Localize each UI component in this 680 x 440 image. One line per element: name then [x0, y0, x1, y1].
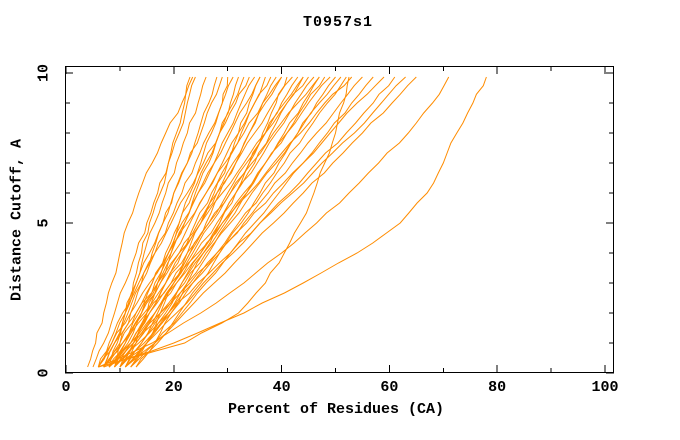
model-curve: [114, 76, 315, 368]
x-tick-label: 60: [380, 379, 399, 396]
model-curve: [97, 76, 223, 368]
model-curve: [124, 76, 417, 368]
x-tick-label: 0: [61, 379, 71, 396]
model-curve: [114, 76, 256, 368]
model-curve: [119, 76, 326, 368]
model-curve: [119, 76, 363, 368]
model-curve: [114, 76, 406, 368]
model-curve: [98, 76, 350, 368]
model-curve: [114, 76, 342, 368]
model-curve: [135, 76, 288, 368]
x-tick-label: 80: [488, 379, 507, 396]
model-curve: [108, 76, 385, 368]
model-curve: [103, 76, 261, 368]
model-curve: [119, 76, 266, 368]
model-curve: [97, 76, 250, 368]
y-tick-label: 5: [35, 218, 53, 228]
model-curve: [124, 76, 277, 368]
plot-frame: [65, 66, 614, 373]
model-curve: [135, 76, 336, 368]
y-tick-label: 10: [35, 63, 53, 83]
y-axis-title: Distance Cutoff, A: [8, 138, 26, 302]
chart-title: T0957s1: [302, 14, 374, 31]
model-curve: [92, 76, 196, 368]
x-tick-label: 40: [272, 379, 291, 396]
model-curve: [103, 76, 320, 368]
model-curve: [124, 76, 347, 368]
model-curve: [130, 76, 374, 368]
model-curve: [103, 76, 207, 368]
model-curve: [98, 76, 450, 368]
model-curve: [103, 76, 353, 368]
model-curve: [97, 76, 282, 368]
model-curve: [103, 76, 234, 368]
x-tick-label: 20: [164, 379, 183, 396]
model-curve: [87, 76, 194, 368]
x-tick-label: 100: [591, 379, 619, 396]
y-tick-label: 0: [35, 368, 53, 378]
model-curve: [103, 76, 487, 368]
model-curve: [108, 76, 245, 368]
x-axis-title: Percent of Residues (CA): [227, 401, 445, 418]
model-curve: [97, 76, 309, 368]
